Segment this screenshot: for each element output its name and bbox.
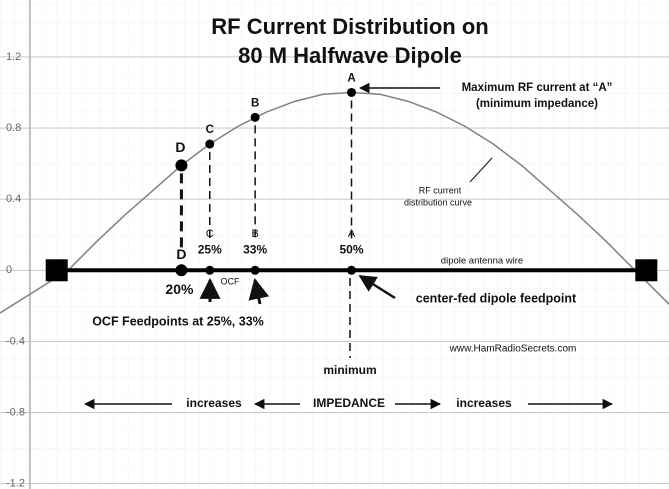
annotation: Maximum RF current at “A” [462, 82, 613, 94]
curve-point [205, 139, 215, 149]
annotation: dipole antenna wire [441, 256, 523, 267]
arrow [358, 274, 396, 300]
feedpoint [205, 265, 215, 275]
wire-end [635, 259, 658, 282]
point-label: C [206, 124, 214, 136]
y-tick-label: 0.4 [6, 193, 21, 205]
chart-title: RF Current Distribution on [211, 14, 488, 39]
annotation: IMPEDANCE [313, 396, 385, 410]
annotation: minimum [323, 363, 376, 377]
point-label: A [347, 72, 355, 84]
x-label: 50% [339, 242, 363, 256]
chart-title: 80 M Halfwave Dipole [238, 43, 462, 68]
point-label: A [348, 228, 356, 240]
feedpoint [175, 264, 188, 277]
y-tick-label: 1.2 [6, 51, 21, 63]
arrow [248, 277, 270, 305]
annotation: (minimum impedance) [476, 98, 598, 110]
annotation: distribution curve [404, 197, 472, 207]
point-label: D [176, 246, 186, 262]
annotation: increases [186, 396, 242, 410]
feedpoint [250, 265, 260, 275]
annotation: increases [456, 396, 512, 410]
point-label: B [251, 228, 258, 240]
curve-point [250, 112, 260, 122]
y-tick-label: 0 [6, 264, 12, 276]
x-label: 25% [198, 242, 222, 256]
y-tick-label: -0.4 [6, 335, 25, 347]
annotation: RF current [419, 185, 462, 195]
y-tick-label: 0.8 [6, 122, 21, 134]
feedpoint [347, 265, 357, 275]
annotation: www.HamRadioSecrets.com [449, 344, 577, 355]
annotation: OCF Feedpoints at 25%, 33% [92, 314, 264, 328]
curve-point [175, 159, 188, 172]
point-label: D [175, 139, 185, 155]
curve-point [347, 87, 357, 97]
point-label: B [251, 97, 259, 109]
point-label: C [206, 228, 214, 240]
pointer [469, 157, 493, 183]
wire-end [45, 259, 68, 282]
y-tick-label: -0.8 [6, 406, 25, 418]
plot: 1.2 0.8 0.4 0 -0.4 -0.8 -1.2 D D 20% C C 25% B B 33% A A 5… [0, 51, 669, 489]
annotation: center-fed dipole feedpoint [416, 291, 577, 305]
x-label: 33% [243, 242, 267, 256]
y-tick-label: -1.2 [6, 478, 25, 489]
annotation: OCF [221, 276, 241, 286]
x-label: 20% [165, 281, 194, 297]
